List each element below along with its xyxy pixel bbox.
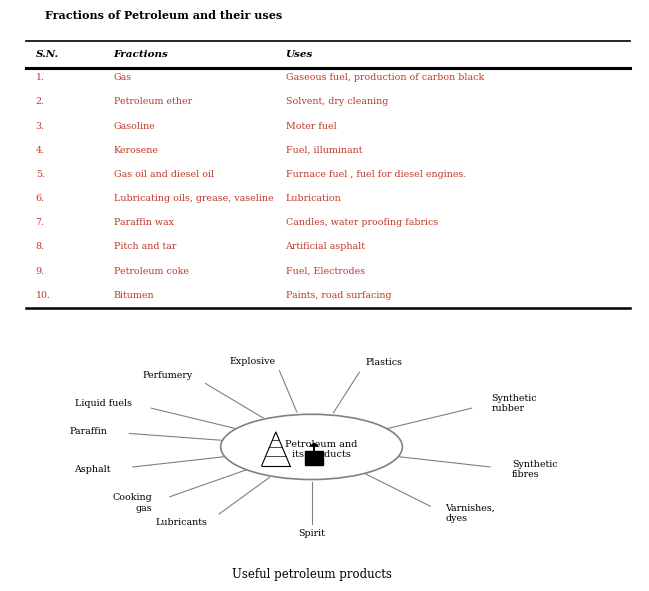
Text: Paints, road surfacing: Paints, road surfacing [286,291,391,300]
Text: Moter fuel: Moter fuel [286,122,336,131]
Text: Perfumery: Perfumery [142,371,192,380]
Text: Lubricating oils, grease, vaseline: Lubricating oils, grease, vaseline [114,194,273,203]
Text: Cooking
gas: Cooking gas [113,493,153,512]
Text: S.N.: S.N. [36,50,59,59]
Text: Plastics: Plastics [365,358,402,368]
Ellipse shape [221,414,402,479]
Text: 5.: 5. [36,170,45,179]
Text: Bitumen: Bitumen [114,291,154,300]
Text: Kerosene: Kerosene [114,146,158,155]
FancyArrow shape [310,443,318,451]
Text: Gasoline: Gasoline [114,122,155,131]
Text: 7.: 7. [36,218,45,227]
Text: Furnace fuel , fuel for diesel engines.: Furnace fuel , fuel for diesel engines. [286,170,466,179]
Text: Petroleum and
its products: Petroleum and its products [285,440,358,459]
Text: Asphalt: Asphalt [75,465,111,474]
Text: 3.: 3. [36,122,45,131]
Text: Gaseous fuel, production of carbon black: Gaseous fuel, production of carbon black [286,73,484,82]
Text: Gas: Gas [114,73,132,82]
Text: 2.: 2. [36,98,45,106]
Text: Synthetic
fibres: Synthetic fibres [512,460,557,479]
Text: Spirit: Spirit [298,530,325,538]
Text: Uses: Uses [286,50,313,59]
Text: Paraffin: Paraffin [69,427,107,436]
Text: 10.: 10. [36,291,51,300]
Text: 1.: 1. [36,73,45,82]
Text: Fractions of Petroleum and their uses: Fractions of Petroleum and their uses [45,10,283,21]
Text: Liquid fuels: Liquid fuels [75,399,132,408]
Text: Fuel, illuminant: Fuel, illuminant [286,146,362,155]
Text: Petroleum coke: Petroleum coke [114,267,189,275]
Text: Useful petroleum products: Useful petroleum products [232,568,391,581]
Text: Paraffin wax: Paraffin wax [114,218,173,227]
Text: 6.: 6. [36,194,45,203]
Text: Gas oil and diesel oil: Gas oil and diesel oil [114,170,214,179]
Text: Fuel, Electrodes: Fuel, Electrodes [286,267,365,275]
Text: Candles, water proofing fabrics: Candles, water proofing fabrics [286,218,438,227]
Bar [305,451,323,465]
Text: 4.: 4. [36,146,45,155]
Text: Varnishes,
dyes: Varnishes, dyes [445,504,495,523]
Text: Solvent, dry cleaning: Solvent, dry cleaning [286,98,388,106]
Text: Fractions: Fractions [114,50,169,59]
Text: Lubrication: Lubrication [286,194,341,203]
Text: Lubricants: Lubricants [156,518,208,527]
Text: Pitch and tar: Pitch and tar [114,242,176,251]
Text: Petroleum ether: Petroleum ether [114,98,191,106]
Text: 8.: 8. [36,242,45,251]
Text: Explosive: Explosive [229,357,275,366]
Text: Synthetic
rubber: Synthetic rubber [491,394,537,413]
Text: 9.: 9. [36,267,45,275]
Text: Artificial asphalt: Artificial asphalt [286,242,365,251]
